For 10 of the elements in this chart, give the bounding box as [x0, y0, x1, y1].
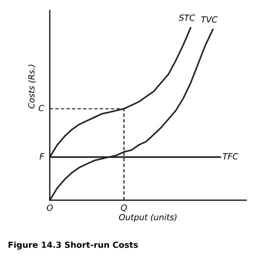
caption: Figure 14.3 Short-run Costs — [8, 241, 138, 250]
x-tick-label: Q — [120, 204, 127, 212]
series-label: STC — [178, 14, 196, 21]
annotation: C — [38, 104, 44, 112]
series-label: TFC — [222, 153, 238, 160]
x-axis-title: Output (units) — [119, 214, 176, 222]
series-label: TVC — [201, 16, 218, 23]
x-tick-label: O — [46, 204, 53, 211]
annotation: F — [40, 153, 44, 160]
y-axis-title: Costs (Rs.) — [28, 64, 36, 108]
